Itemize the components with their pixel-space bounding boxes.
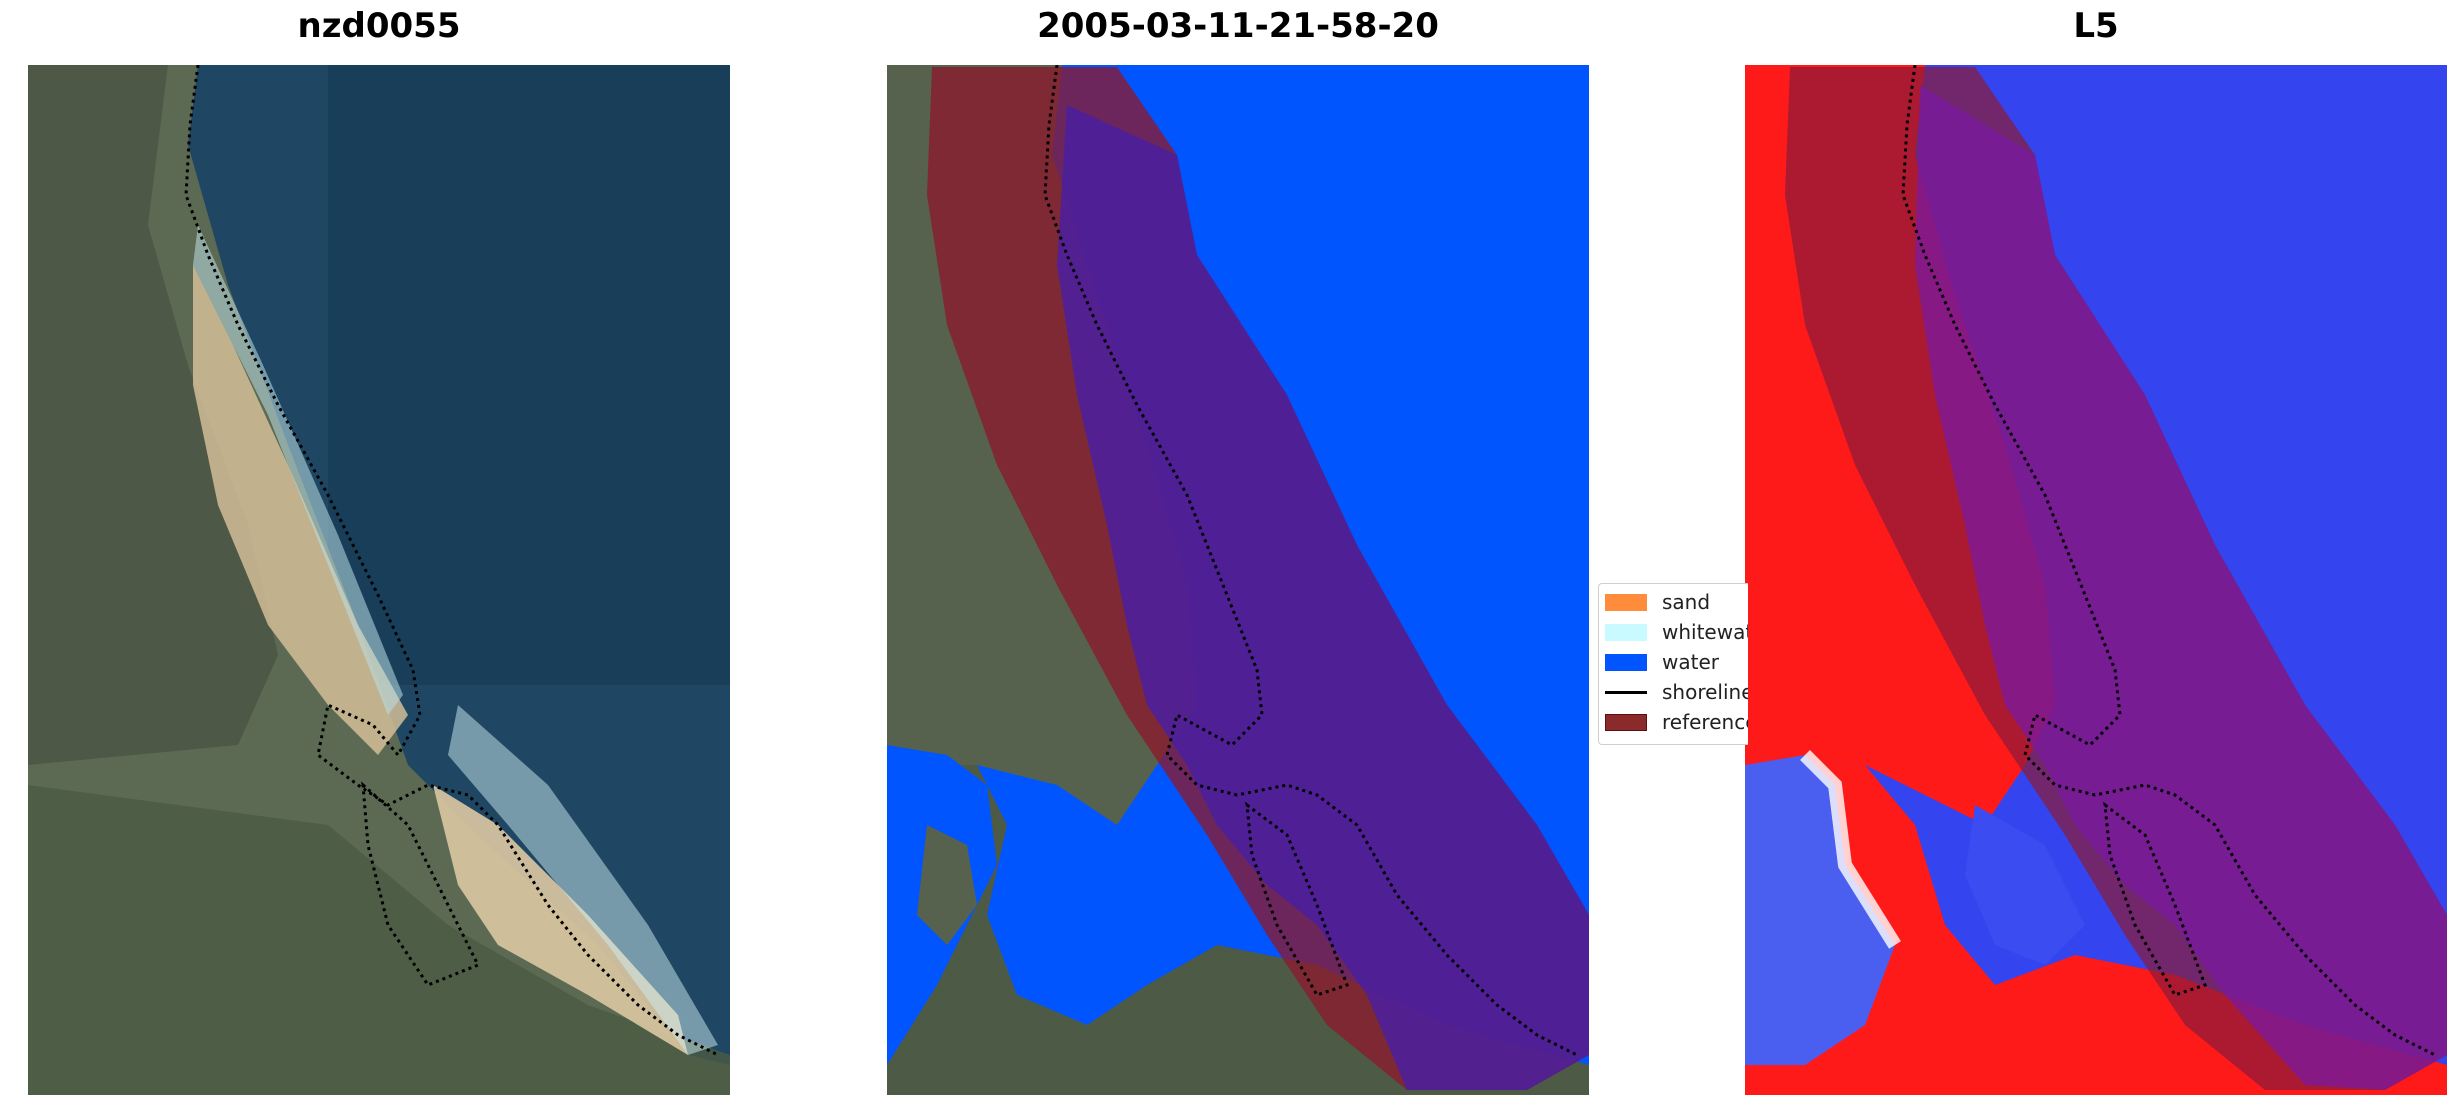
shoreline-rgb [184,65,719,1057]
legend: sand whitewater water shoreline referenc… [1598,583,1748,745]
shoreline-classified [1043,65,1578,1057]
classified-image-panel [887,65,1589,1095]
reference-swatch [1605,713,1647,731]
whitewater-swatch [1605,623,1647,641]
legend-label-sand: sand [1662,590,1711,614]
rgb-image [28,65,730,1095]
index-image-panel [1745,65,2447,1095]
legend-label-whitewater: whitewater [1662,620,1748,644]
panel-title-rgb: nzd0055 [297,6,461,46]
legend-item-reference: reference [1605,708,1748,736]
legend-item-water: water [1605,648,1719,676]
legend-label-water: water [1662,650,1719,674]
classified-image [887,65,1589,1095]
sand-swatch [1605,593,1647,611]
shoreline-swatch [1605,690,1647,694]
panel-title-classified: 2005-03-11-21-58-20 [1037,6,1439,46]
water-swatch [1605,653,1647,671]
legend-label-shoreline: shoreline [1662,680,1748,704]
legend-item-sand: sand [1605,588,1710,616]
rgb-image-panel [28,65,730,1095]
legend-item-shoreline: shoreline [1605,678,1748,706]
legend-item-whitewater: whitewater [1605,618,1748,646]
index-image [1745,65,2447,1095]
panel-title-index: L5 [2073,6,2119,46]
legend-label-reference: reference [1662,710,1748,734]
shoreline-index [1901,65,2436,1057]
